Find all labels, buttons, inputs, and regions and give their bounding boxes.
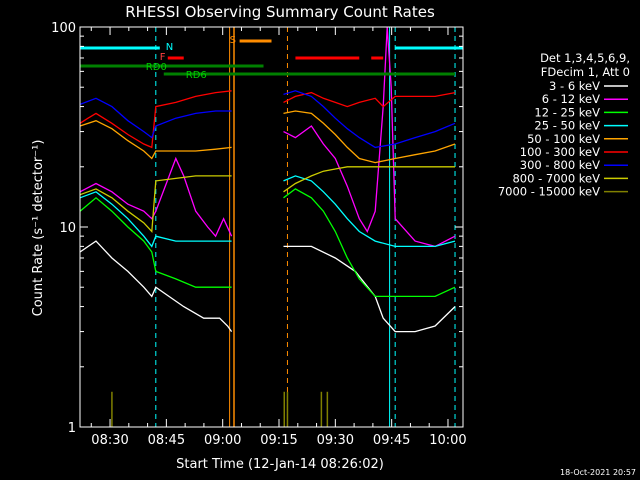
series-line-0-0: [79, 240, 233, 332]
annotation-label-1: F: [160, 52, 166, 63]
legend-entry-label: 6 - 12 keV: [542, 92, 600, 106]
x-tick-label: 09:45: [373, 433, 410, 448]
series-line-2-1: [283, 188, 456, 298]
legend-header-line2: FDecim 1, Att 0: [541, 65, 630, 79]
x-tick-label: 08:45: [148, 433, 185, 448]
series-line-2-0: [79, 196, 232, 288]
x-tick-label: 09:00: [204, 433, 241, 448]
plot-axes: 1 10 100 08:30 08:45 09:00 09:15 09:30 09:45 10:0…: [51, 21, 467, 448]
annotation-label-4: S: [230, 35, 236, 46]
legend-header-line1: Det 1,3,4,5,6,9,: [540, 51, 630, 65]
legend-entry-label: 7000 - 15000 keV: [498, 185, 600, 199]
x-tick-label: 09:30: [317, 433, 354, 448]
series-line-7-1: [283, 166, 455, 193]
y-axis-label: Count Rate (s⁻¹ detector⁻¹): [31, 140, 46, 317]
series-line-7-0: [79, 175, 232, 234]
x-axis-label: Start Time (12-Jan-14 08:26:02): [176, 457, 384, 472]
footer-date: 18-Oct-2021 20:57: [560, 468, 636, 477]
annotation-label-3: RD6: [186, 70, 207, 81]
legend-entry-label: 12 - 25 keV: [534, 105, 600, 119]
series-line-5-1: [283, 91, 456, 108]
series-line-1-0: [79, 156, 233, 238]
legend-entry-label: 3 - 6 keV: [549, 79, 600, 93]
x-tick-label: 10:00: [429, 433, 466, 448]
legend-entry-label: 25 - 50 keV: [534, 119, 600, 133]
annotation-label-2: RD0: [146, 62, 167, 73]
series-line-6-1: [283, 90, 456, 149]
series-line-3-0: [79, 191, 232, 248]
series-line-3-1: [283, 175, 456, 248]
y-tick-label: 10: [59, 221, 76, 236]
series-line-1-1: [283, 26, 456, 248]
chart-title: RHESSI Observing Summary Count Rates: [125, 3, 435, 21]
annotation-label-0: N: [166, 42, 173, 53]
x-tick-label: 08:30: [91, 433, 128, 448]
y-tick-label: 100: [51, 21, 76, 36]
legend-entry-label: 300 - 800 keV: [520, 158, 600, 172]
legend-entry-label: 50 - 100 keV: [527, 132, 600, 146]
series-line-4-1: [283, 110, 456, 164]
x-tick-label: 09:15: [260, 433, 297, 448]
legend-entry-label: 100 - 300 keV: [520, 145, 600, 159]
series-line-5-0: [79, 90, 232, 149]
series-line-0-1: [283, 245, 456, 333]
series-lines: [79, 26, 456, 427]
series-line-6-0: [79, 97, 232, 139]
legend-entry-label: 800 - 7000 keV: [512, 171, 600, 185]
y-tick-label: 1: [68, 421, 76, 436]
series-line-4-0: [79, 119, 232, 160]
